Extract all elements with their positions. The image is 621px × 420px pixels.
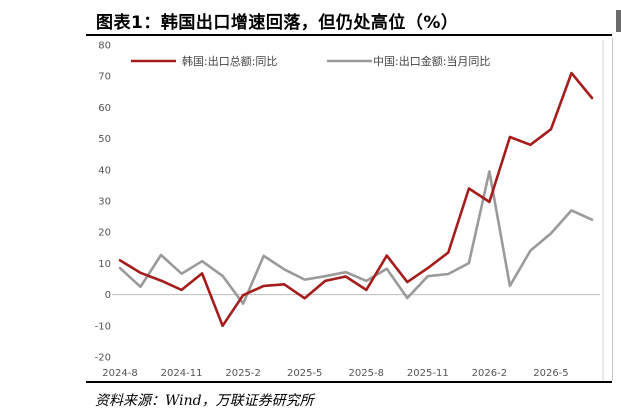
next-panel-edge [616,10,621,32]
x-tick-label: 2025-11 [407,368,449,379]
title-underline [86,34,612,36]
x-tick-label: 2025-2 [225,368,260,379]
y-tick-label: 70 [98,72,111,83]
series-layer [118,71,594,328]
y-tick-label: -20 [95,353,111,364]
y-tick-label: 30 [98,197,111,208]
y-tick-label: 0 [105,290,111,301]
x-tick-label: 2025-5 [287,368,322,379]
y-tick-label: 40 [98,165,111,176]
y-tick-label: 60 [98,103,111,114]
series-line-korea-exports [118,71,594,328]
x-tick-label: 2024-11 [161,368,203,379]
x-tick-label: 2025-8 [349,368,384,379]
y-tick-label: 20 [98,228,111,239]
legend: 韩国:出口总额:同比 中国:出口金额:当月同比 [131,54,490,68]
y-tick-label: -10 [95,321,111,332]
y-tick-label: 10 [98,259,111,270]
y-axis: -20 -10 0 10 20 30 40 50 60 70 80 [95,41,111,364]
legend-label: 韩国:出口总额:同比 [182,54,277,68]
x-tick-label: 2024-8 [102,368,137,379]
x-axis: 2024-8 2024-11 2025-2 2025-5 2025-8 2025-11 20… [102,294,600,379]
y-tick-label: 80 [98,41,111,52]
source-note: 资料来源：Wind，万联证券研究所 [95,393,314,409]
legend-label: 中国:出口金额:当月同比 [373,54,490,68]
panel-divider [612,38,613,381]
x-tick-label: 2026-2 [472,368,507,379]
x-tick-label: 2026-5 [533,368,568,379]
chart-title: 图表1：韩国出口增速回落，但仍处高位（%） [96,13,459,33]
y-tick-label: 50 [98,134,111,145]
series-line-china-exports [118,170,594,305]
source-rule [86,381,612,383]
